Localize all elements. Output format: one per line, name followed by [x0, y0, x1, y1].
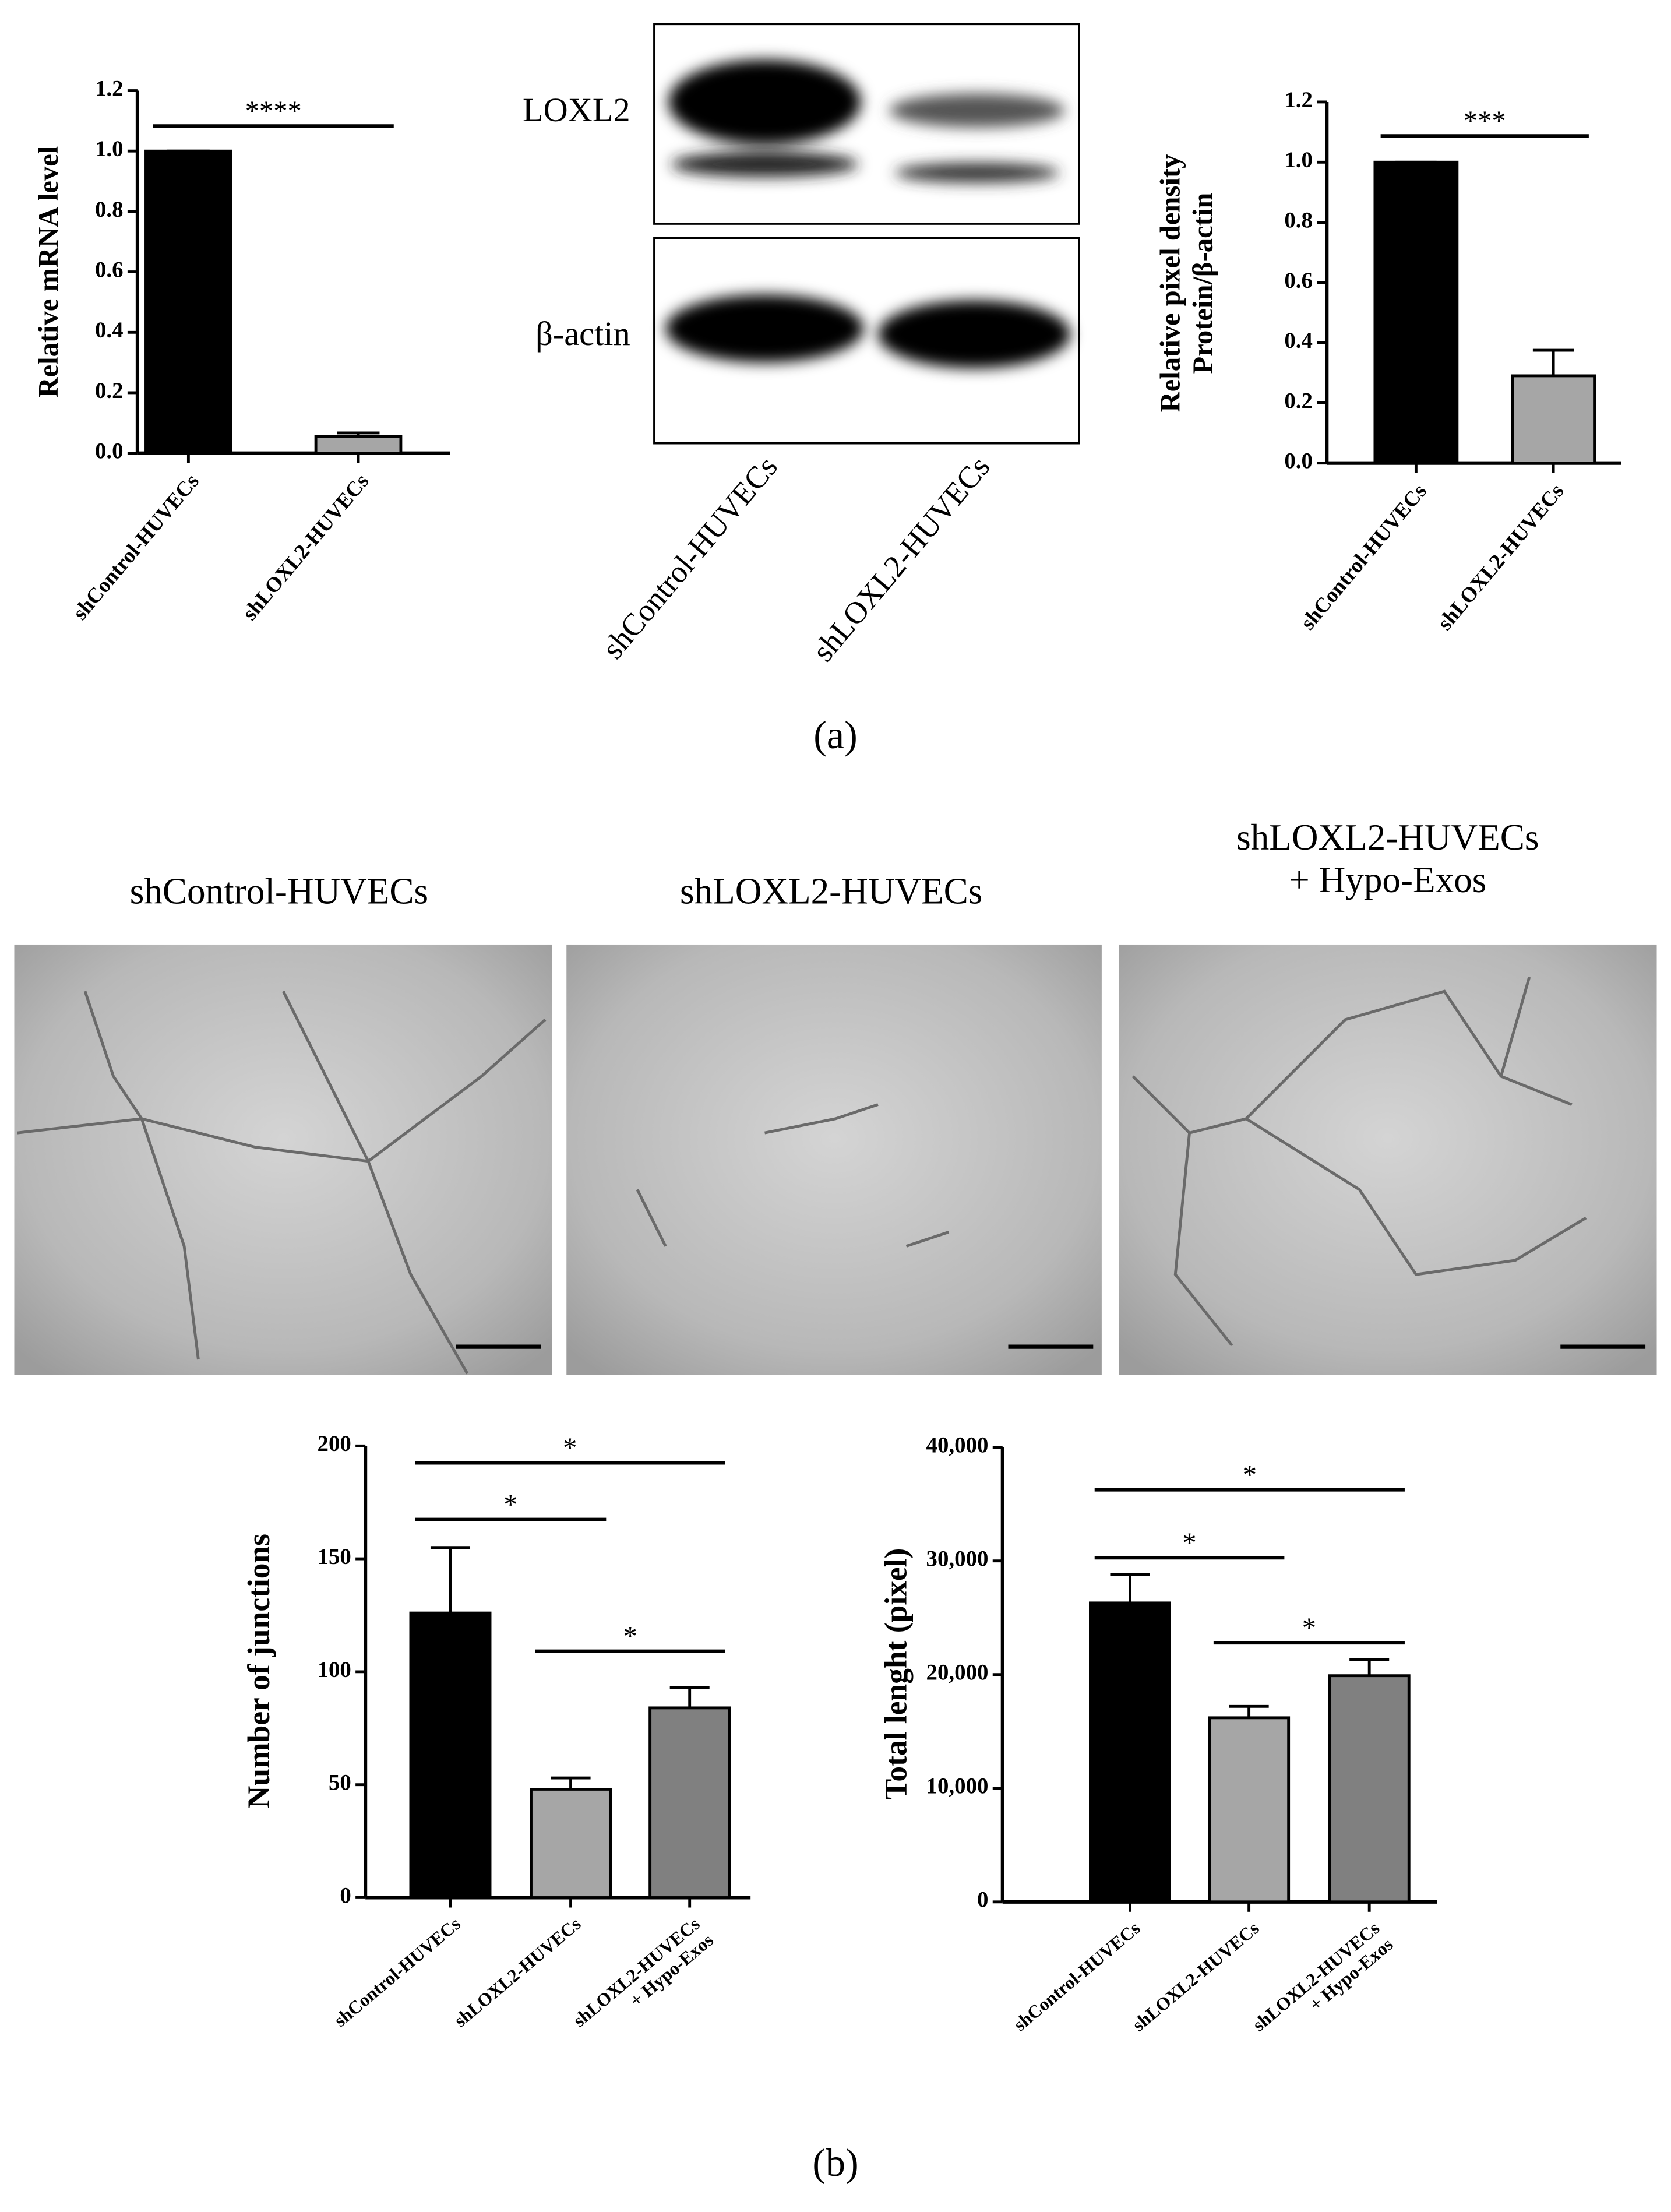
significance-label: *** [1464, 105, 1506, 137]
panel-label: (b) [812, 2140, 858, 2185]
y-tick-label: 10,000 [926, 1774, 989, 1799]
y-tick-label: 0 [340, 1883, 351, 1908]
blot-bands [665, 59, 1071, 368]
micrograph [1119, 944, 1657, 1375]
significance-label: * [623, 1621, 637, 1652]
micrograph [566, 944, 1102, 1375]
bar-chart: 0.0 0.2 0.4 0.6 0.8 1.0 1.2 Relative mRNA level… [33, 76, 450, 625]
y-tick-label: 150 [318, 1544, 351, 1569]
y-tick-label: 1.2 [95, 76, 124, 101]
x-tick-label: shLOXL2-HUVECs+ Hypo-Exos [1249, 1918, 1397, 2051]
y-tick-label: 1.0 [1284, 147, 1313, 172]
significance-label: * [503, 1489, 517, 1520]
significance-label: * [1302, 1612, 1316, 1643]
bar-chart: 0.0 0.2 0.4 0.6 0.8 1.0 1.2 Relative pixel dens… [1155, 87, 1621, 635]
bar [1328, 1674, 1411, 1904]
panel-label: (a) [813, 713, 858, 757]
y-tick-label: 0.6 [1284, 268, 1313, 293]
y-tick-label: 0.0 [95, 439, 124, 464]
y-tick-label: 0.0 [1284, 449, 1313, 474]
y-tick-label: 0.6 [95, 258, 124, 283]
bar [1208, 1716, 1291, 1904]
bar [1089, 1601, 1171, 1904]
significance-label: * [1182, 1527, 1196, 1559]
bar [1511, 374, 1596, 465]
bar-chart: 0 50 100 150 200 Number of junctions shControl… [241, 1431, 751, 2047]
y-tick-label: 20,000 [926, 1660, 989, 1685]
y-tick-label: 0.2 [1284, 388, 1313, 413]
blot-lane-label: shControl-HUVECs [595, 449, 784, 665]
y-tick-label: 0.2 [95, 378, 124, 403]
x-tick-label: shControl-HUVECs [1296, 480, 1431, 635]
tube-network [17, 977, 1587, 1375]
blot-row-label: LOXL2 [523, 91, 630, 129]
blot-lane-label: shLOXL2-HUVECs [805, 449, 996, 668]
bar-chart: 0 10,000 20,000 30,000 40,000 Total lenght (p… [879, 1433, 1437, 2051]
micrograph-title: shLOXL2-HUVECs + Hypo-Exos [1236, 817, 1539, 900]
micrograph [14, 944, 552, 1375]
x-tick-label: shLOXL2-HUVECs [238, 470, 373, 625]
y-tick-label: 1.2 [1284, 87, 1313, 112]
micrograph-title: shLOXL2-HUVECs [680, 871, 982, 911]
micrograph-title: shControl-HUVECs [130, 871, 428, 911]
western-blot: LOXL2 β-actin shControl-HUVECs shLOXL2-H… [523, 23, 1080, 668]
bar [144, 149, 232, 455]
micrographs: shControl-HUVECs shLOXL2-HUVECs shLOXL2-… [14, 817, 1657, 1375]
y-tick-label: 0 [977, 1887, 988, 1912]
y-tick-label: 0.8 [95, 197, 124, 222]
y-tick-label: 30,000 [926, 1547, 989, 1572]
significance-label: * [563, 1432, 577, 1464]
y-tick-label: 40,000 [926, 1433, 989, 1458]
y-axis-label: Relative pixel densityProtein/β-actin [1155, 154, 1219, 413]
x-tick-label: shControl-HUVECs [68, 470, 203, 625]
y-tick-label: 0.4 [1284, 328, 1313, 353]
x-tick-label: shLOXL2-HUVECs [450, 1914, 585, 2031]
bar [648, 1706, 731, 1899]
bar [530, 1788, 612, 1899]
x-tick-label: shControl-HUVECs [1010, 1918, 1144, 2035]
y-axis-label: Total lenght (pixel) [879, 1548, 914, 1800]
y-tick-label: 200 [318, 1431, 351, 1456]
y-tick-label: 0.4 [95, 318, 124, 343]
y-tick-label: 100 [318, 1657, 351, 1682]
blot-row-label: β-actin [535, 315, 630, 353]
y-tick-label: 0.8 [1284, 207, 1313, 233]
y-tick-label: 1.0 [95, 136, 124, 161]
x-tick-label: shLOXL2-HUVECs [1433, 480, 1568, 635]
bar [409, 1611, 492, 1899]
y-axis-label: Number of junctions [241, 1534, 276, 1808]
y-axis-label: Relative mRNA level [33, 146, 64, 398]
y-tick-label: 50 [329, 1770, 351, 1795]
bar [1373, 160, 1459, 465]
x-tick-label: shLOXL2-HUVECs+ Hypo-Exos [569, 1914, 717, 2047]
x-tick-label: shLOXL2-HUVECs [1129, 1918, 1263, 2035]
bar [314, 435, 403, 455]
significance-label: * [1243, 1459, 1257, 1491]
significance-label: **** [245, 96, 302, 127]
x-tick-label: shControl-HUVECs [330, 1914, 464, 2031]
